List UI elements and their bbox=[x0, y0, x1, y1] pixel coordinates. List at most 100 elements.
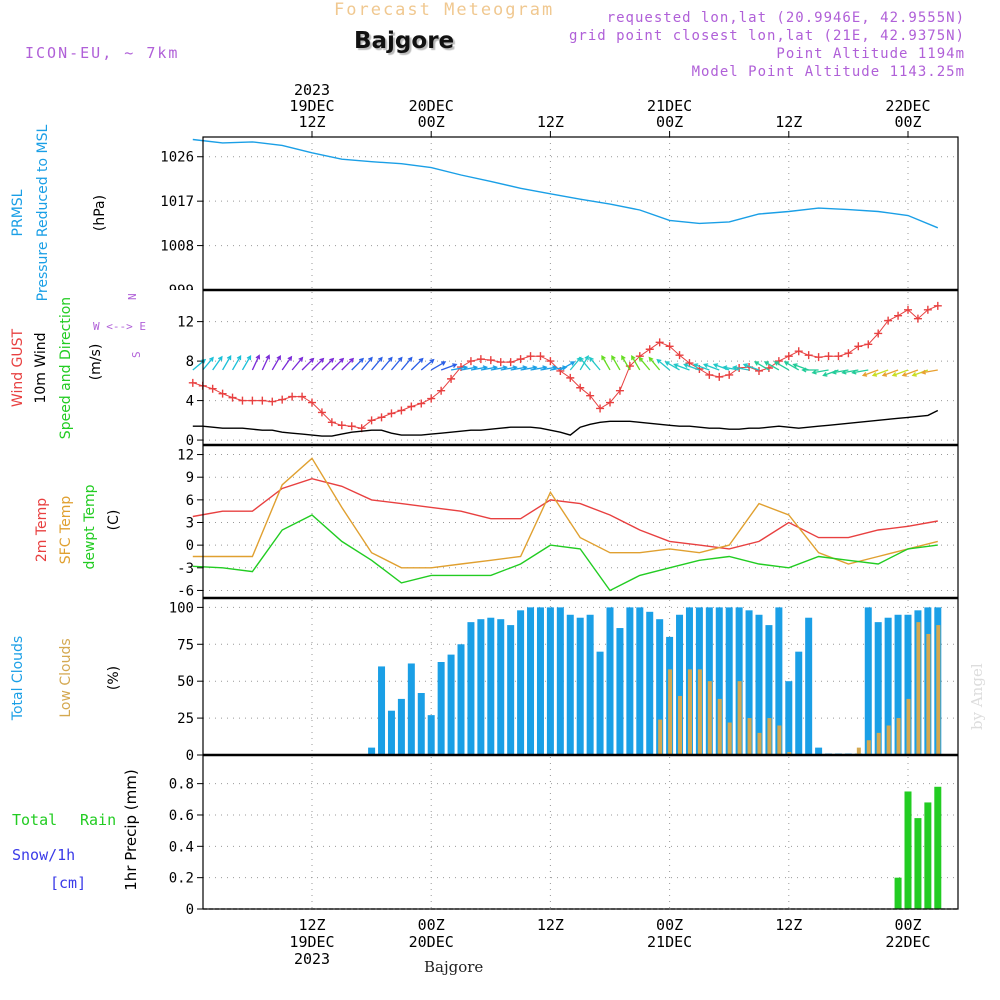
wind-arrow bbox=[400, 356, 413, 371]
time-label-top: 22DEC bbox=[885, 97, 930, 115]
y-tick-label: 4 bbox=[186, 394, 194, 410]
wind-arrow bbox=[753, 361, 770, 371]
time-label-bottom: 12Z bbox=[775, 916, 802, 934]
total-cloud-bar bbox=[606, 607, 614, 755]
wind-arrow bbox=[783, 361, 800, 371]
gust-marker bbox=[665, 342, 674, 351]
wind-arrow bbox=[331, 357, 345, 371]
gust-marker bbox=[298, 392, 307, 401]
wind-arrow bbox=[212, 355, 223, 371]
gust-marker bbox=[675, 351, 684, 360]
label-pressure-msl: Pressure Reduced to MSL bbox=[35, 124, 51, 301]
total-cloud-bar bbox=[715, 607, 723, 755]
panel-wind: 0 4 8 12 bbox=[177, 292, 958, 449]
low-cloud-bar bbox=[896, 718, 901, 755]
label-low-clouds: Low Clouds bbox=[58, 638, 74, 717]
label-total-clouds: Total Clouds bbox=[10, 636, 26, 721]
wind-arrow bbox=[301, 357, 315, 371]
low-cloud-bar bbox=[707, 681, 712, 755]
low-cloud-bar bbox=[678, 695, 683, 755]
y-tick-label: 1026 bbox=[160, 150, 194, 166]
total-cloud-bar bbox=[646, 611, 654, 755]
low-cloud-bar bbox=[936, 625, 941, 755]
panel-temperature: -6 -3 0 3 6 9 12 bbox=[177, 447, 958, 599]
wind-arrow bbox=[861, 369, 879, 377]
gust-marker bbox=[904, 305, 912, 314]
wind-arrow bbox=[560, 361, 576, 371]
time-label-bottom: 12Z bbox=[298, 916, 325, 934]
total-cloud-bar bbox=[636, 607, 644, 755]
gust-marker bbox=[824, 352, 833, 361]
y-tick-label: 9 bbox=[186, 470, 194, 486]
gust-marker bbox=[516, 355, 525, 364]
total-cloud-bar bbox=[616, 628, 624, 755]
gust-marker bbox=[536, 352, 545, 361]
rain-bar bbox=[894, 877, 902, 909]
wind-arrow bbox=[664, 361, 680, 371]
total-cloud-bar bbox=[775, 607, 783, 755]
bottom-location: Bajgore bbox=[424, 958, 484, 976]
time-label-top: 21DEC bbox=[647, 97, 692, 115]
total-cloud-bar bbox=[805, 617, 813, 755]
gust-marker bbox=[367, 416, 376, 425]
label-hpa: (hPa) bbox=[92, 195, 108, 231]
total-cloud-bar bbox=[387, 710, 395, 755]
low-cloud-bar bbox=[767, 718, 772, 755]
gust-marker bbox=[218, 389, 227, 398]
time-label-top: 12Z bbox=[537, 113, 564, 131]
time-label-top: 20DEC bbox=[409, 97, 454, 115]
low-cloud-bar bbox=[727, 722, 732, 755]
wind-arrow bbox=[311, 357, 325, 371]
time-label-top: 12Z bbox=[298, 113, 325, 131]
wind-arrow bbox=[390, 356, 403, 371]
y-tick-label: 0 bbox=[186, 538, 194, 554]
gust-marker bbox=[645, 345, 654, 354]
y-tick-label: 8 bbox=[186, 354, 194, 370]
gust-marker bbox=[317, 408, 326, 417]
gust-marker bbox=[705, 370, 714, 379]
total-cloud-bar bbox=[676, 614, 684, 755]
gust-marker bbox=[546, 357, 555, 366]
wind-arrow bbox=[731, 365, 750, 371]
y-tick-label: 75 bbox=[177, 637, 194, 653]
low-cloud-bar bbox=[687, 669, 692, 755]
compass-s: S bbox=[130, 351, 143, 358]
gust-marker bbox=[933, 301, 942, 310]
y-tick-label: 100 bbox=[169, 600, 194, 616]
wind10m-line bbox=[192, 409, 939, 437]
time-label-bottom: 00Z bbox=[894, 916, 921, 934]
wind-arrow bbox=[231, 354, 242, 371]
gust-marker bbox=[407, 402, 416, 411]
temp-line-2 bbox=[192, 514, 938, 592]
gust-marker bbox=[874, 329, 883, 338]
time-label-bottom: 22DEC bbox=[885, 933, 930, 951]
gust-marker bbox=[447, 374, 456, 383]
label-sfc-temp: SFC Temp bbox=[58, 496, 74, 565]
total-cloud-bar bbox=[457, 644, 465, 755]
time-label-bottom: 20DEC bbox=[409, 933, 454, 951]
total-cloud-bar bbox=[785, 681, 793, 755]
gust-marker bbox=[576, 383, 585, 392]
total-cloud-bar bbox=[566, 614, 574, 755]
gust-marker bbox=[884, 316, 893, 325]
y-tick-label-999: 999 bbox=[169, 283, 194, 299]
gust-marker bbox=[238, 396, 247, 405]
gust-marker bbox=[854, 342, 863, 351]
wind-arrow bbox=[792, 363, 809, 371]
label-2m-temp: 2m Temp bbox=[34, 498, 50, 562]
gust-marker bbox=[337, 421, 346, 430]
y-tick-label: 0.4 bbox=[169, 839, 194, 855]
wind-arrow bbox=[648, 356, 661, 371]
total-cloud-bar bbox=[765, 625, 773, 755]
total-cloud-bar bbox=[527, 607, 535, 755]
time-label-top: 00Z bbox=[656, 113, 683, 131]
total-cloud-bar bbox=[556, 607, 564, 755]
gust-marker bbox=[586, 391, 595, 400]
y-tick-label: 12 bbox=[177, 448, 194, 464]
label-speed-direction: Speed and Direction bbox=[58, 297, 74, 439]
compass-we: W <--> E bbox=[93, 320, 146, 333]
gust-marker bbox=[923, 305, 932, 314]
y-tick-label: 3 bbox=[186, 516, 194, 532]
wind-arrow bbox=[611, 354, 621, 371]
wind-arrow bbox=[241, 354, 252, 371]
